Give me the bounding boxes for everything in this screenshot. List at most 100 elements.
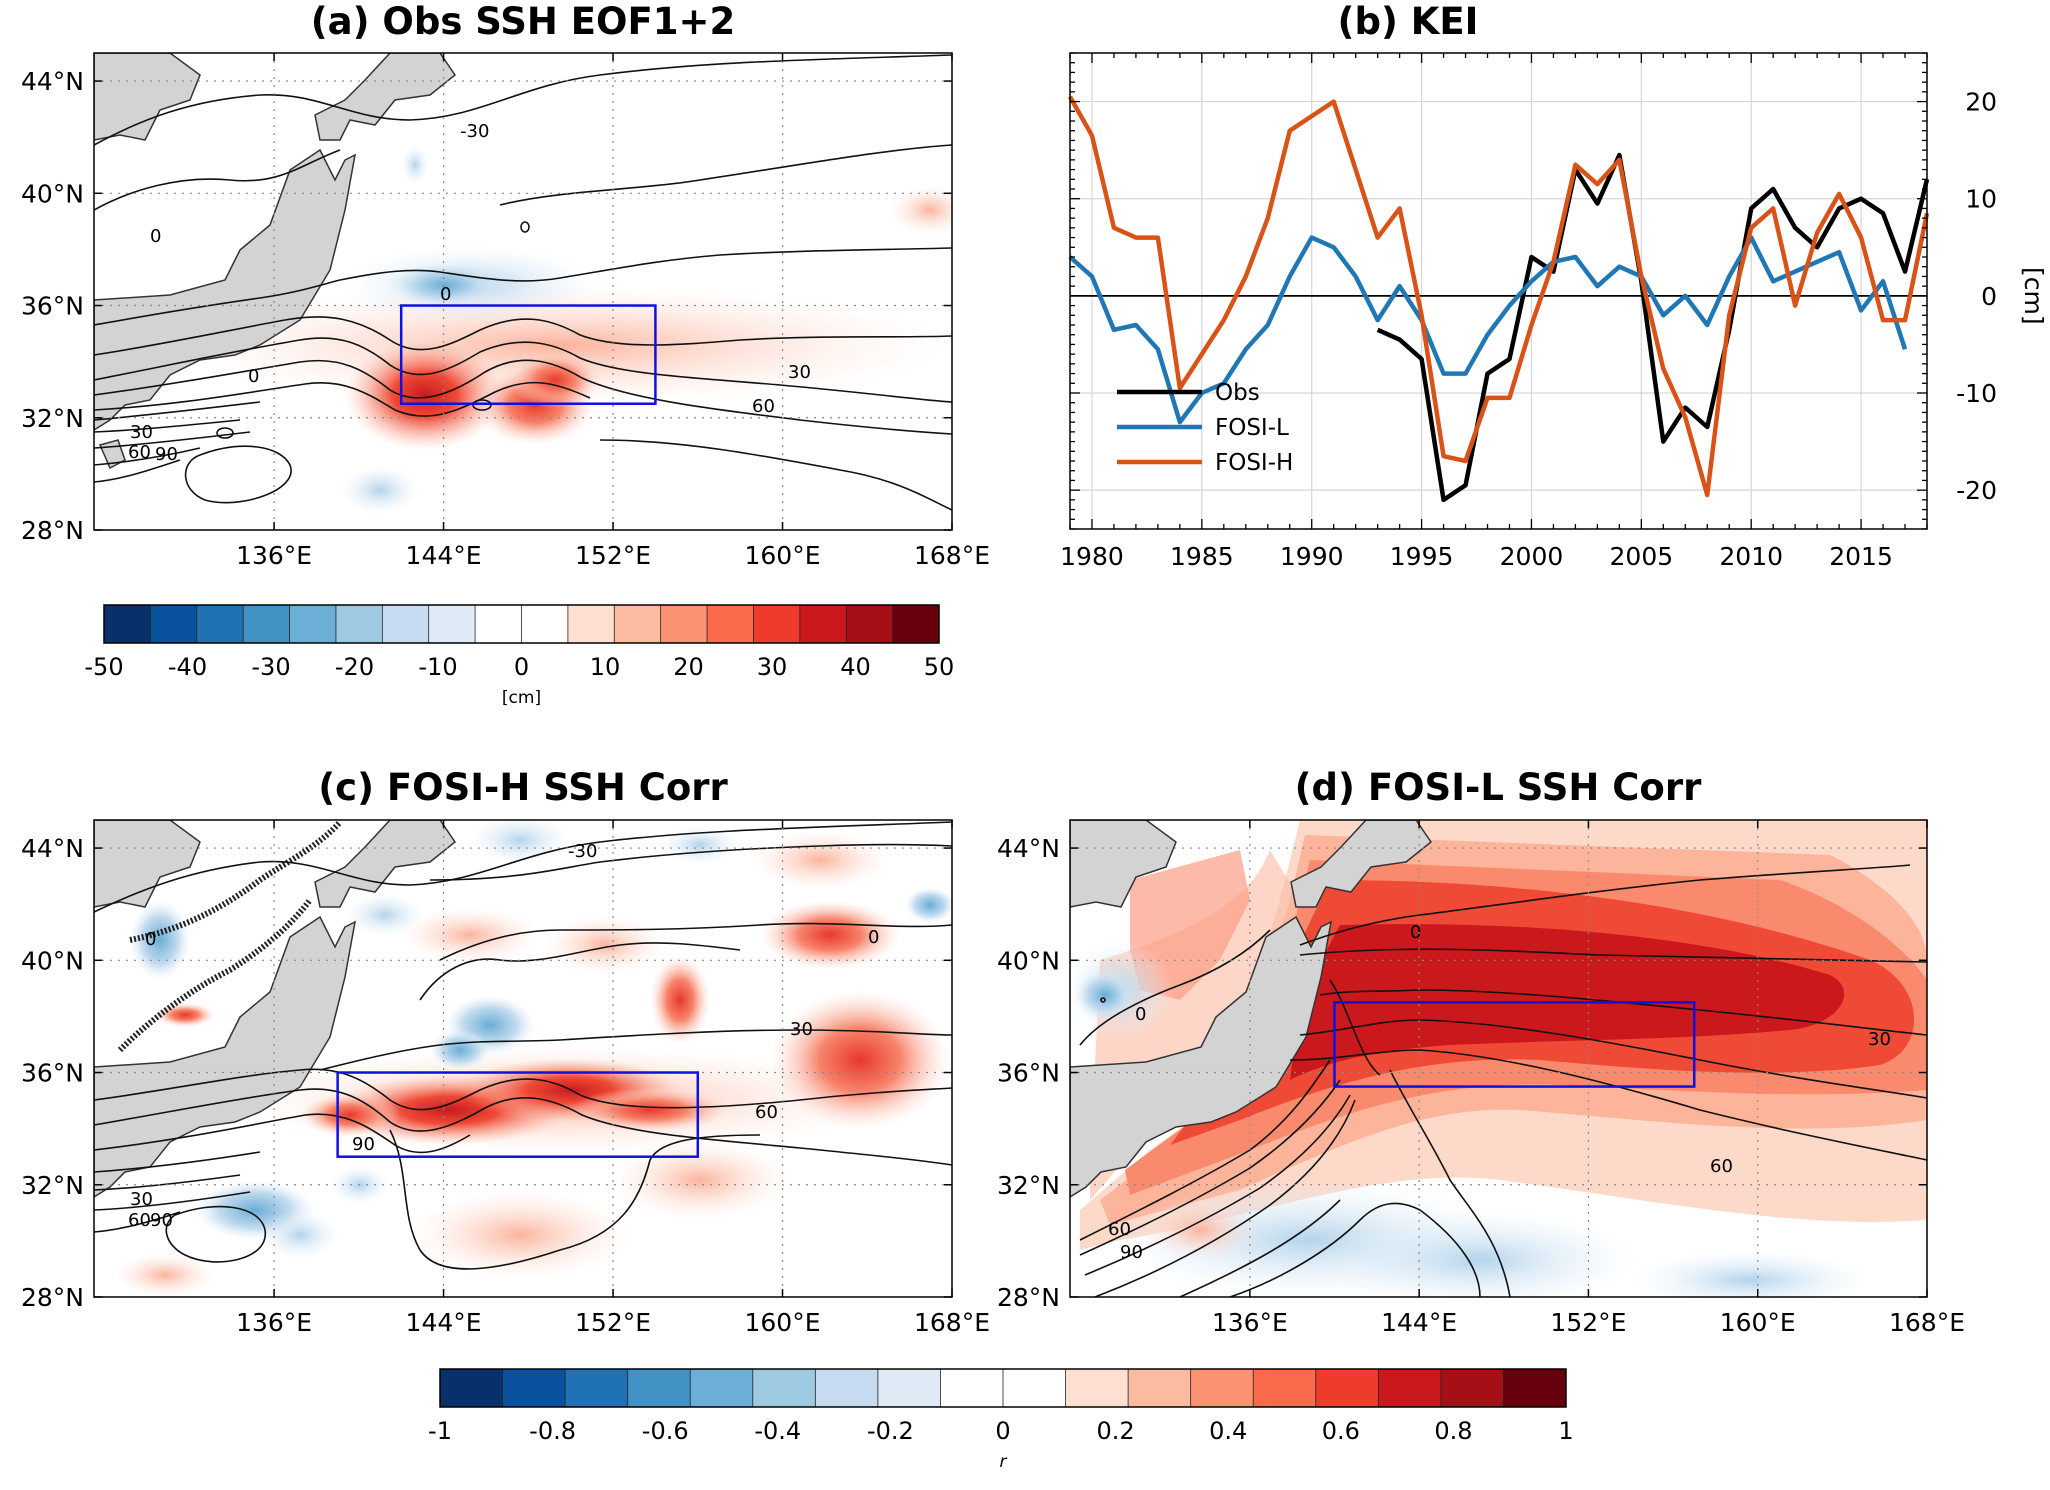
contour-label: 90	[155, 444, 178, 465]
contour-label: 90	[150, 1210, 173, 1231]
colorbar-swatch	[440, 1369, 504, 1407]
panel-c: (c) FOSI-H SSH Corr	[21, 766, 990, 1337]
x-tick-label: 1980	[1060, 542, 1124, 571]
contour-label: 30	[788, 362, 811, 383]
pattern-a-max1	[345, 340, 505, 450]
x-tick-label: 160°E	[745, 541, 821, 570]
series-line-fosi-l	[1068, 235, 1908, 425]
x-tick-label: 144°E	[1381, 1308, 1457, 1337]
land-a	[94, 53, 457, 470]
contour-labels-a: -30 0 0 0 30 60 30 60 90	[128, 121, 811, 465]
colorbar-swatch	[1128, 1369, 1192, 1407]
y-tick-label: -20	[1956, 476, 1997, 505]
x-tick-label: 160°E	[1720, 1308, 1796, 1337]
colorbar-swatch	[1378, 1369, 1442, 1407]
colorbar-swatch	[150, 605, 198, 643]
colorbar-tick-label: 20	[673, 653, 704, 681]
y-tick-label: 44°N	[21, 834, 84, 863]
colorbar-tick-label: -10	[418, 653, 457, 681]
y-tick-label: 44°N	[21, 67, 84, 96]
colorbar-swatch	[1253, 1369, 1317, 1407]
colorbar-label: r	[1000, 1452, 1008, 1472]
contour-label: 60	[128, 1210, 151, 1231]
kei-chart: 1980 1985 1990 1995 2000 2005 2010 201520100-10…	[1060, 52, 2048, 571]
colorbar-swatch	[335, 605, 383, 643]
panel-a: (a) Obs SSH EOF1+2	[21, 0, 990, 708]
colorbar-tick-label: -20	[335, 653, 374, 681]
y-tick-label: 36°N	[21, 1059, 84, 1088]
panel-d: (d) FOSI-L SSH Corr	[997, 766, 1965, 1337]
x-tick-label: 136°E	[236, 1308, 312, 1337]
legend-entry: FOSI-H	[1215, 450, 1293, 476]
axes-d: 136°E 144°E 152°E 160°E 168°E 44°N 40°N 36°N 32°…	[997, 820, 1965, 1337]
colorbar-swatch	[614, 605, 662, 643]
kei-plot-area	[1070, 53, 1927, 529]
colorbar-tick-label: -50	[84, 653, 123, 681]
panel-c-title: (c) FOSI-H SSH Corr	[318, 766, 728, 809]
pattern-a-east	[890, 185, 952, 235]
x-tick-label: 144°E	[406, 541, 482, 570]
y-tick-label: 32°N	[21, 404, 84, 433]
y-tick-label: 36°N	[21, 292, 84, 321]
colorbar-swatch	[502, 1369, 566, 1407]
colorbar-tick-label: 0.6	[1322, 1417, 1360, 1445]
y-tick-label: 32°N	[21, 1171, 84, 1200]
panel-a-map: -30 0 0 0 30 60 30 60 90	[94, 53, 952, 530]
x-tick-label: 1990	[1280, 542, 1344, 571]
colorbar-swatch	[289, 605, 337, 643]
colorbar-tick-label: 30	[757, 653, 788, 681]
y-tick-label: 10	[1965, 185, 1997, 214]
contour-label: 60	[1710, 1156, 1733, 1177]
y-tick-label: 32°N	[997, 1171, 1060, 1200]
colorbar-tick-label: 0.8	[1434, 1417, 1472, 1445]
y-axis-label: [cm]	[2019, 267, 2048, 325]
colorbar-tick-label: 50	[924, 653, 955, 681]
colorbar-tick-label: -0.2	[867, 1417, 914, 1445]
contour-label: 30	[130, 422, 153, 443]
colorbar-swatch	[1440, 1369, 1504, 1407]
land-d	[1070, 820, 1433, 1198]
x-tick-label: 2010	[1719, 542, 1783, 571]
y-tick-label: -10	[1956, 379, 1997, 408]
y-tick-label: 28°N	[21, 516, 84, 545]
kuroshio-box-d	[1333, 1001, 1696, 1088]
colorbar-swatch	[752, 1369, 816, 1407]
x-tick-label: 152°E	[575, 1308, 651, 1337]
contour-label: 60	[1108, 1219, 1131, 1240]
y-tick-label: 36°N	[997, 1059, 1060, 1088]
colorbar-swatch	[428, 605, 476, 643]
colorbar-tick-label: 1	[1558, 1417, 1573, 1445]
pattern-a-max3	[510, 352, 600, 408]
legend-entry: FOSI-L	[1215, 415, 1289, 441]
contour-label: 0	[248, 366, 259, 387]
colorbar-r: -1 -0.8 -0.6 -0.4 -0.2 0 0.2 0.4 0.6 0.8 1 r	[428, 1368, 1574, 1472]
colorbar-tick-label: -1	[428, 1417, 452, 1445]
panel-c-map: -30 0 0 30 60 90 30 60 90	[94, 820, 952, 1297]
contour-label: 60	[752, 396, 775, 417]
colorbar-swatch	[1065, 1369, 1129, 1407]
colorbar-swatch	[567, 605, 615, 643]
x-tick-label: 168°E	[914, 1308, 990, 1337]
colorbar-swatch	[1503, 1369, 1567, 1407]
pattern-a-blue-south	[340, 465, 420, 515]
panel-a-title: (a) Obs SSH EOF1+2	[311, 0, 736, 43]
contour-label: -30	[460, 121, 489, 142]
x-tick-label: 152°E	[1550, 1308, 1626, 1337]
x-tick-label: 168°E	[1889, 1308, 1965, 1337]
series-line-obs	[1376, 152, 1930, 503]
colorbar-tick-label: 0	[995, 1417, 1010, 1445]
axes-a: 136°E 144°E 152°E 160°E 168°E 44°N 40°N 36°N 32°…	[21, 53, 990, 570]
contours-a	[94, 54, 952, 511]
y-tick-label: 40°N	[21, 946, 84, 975]
kuroshio-box-c	[336, 1071, 700, 1158]
panel-b: (b) KEI 1980 1985 1990 1995 2000 2005 2010 2015…	[1060, 0, 2048, 571]
colorbar-swatch	[690, 1369, 754, 1407]
contour-label: 30	[790, 1019, 813, 1040]
colorbar-tick-label: -0.4	[754, 1417, 801, 1445]
contour-label: 0	[1410, 922, 1421, 943]
contour-label: 0	[868, 927, 879, 948]
contour-label: 0	[145, 929, 156, 950]
contour-label: 0	[1135, 1004, 1146, 1025]
y-tick-label: 44°N	[997, 834, 1060, 863]
